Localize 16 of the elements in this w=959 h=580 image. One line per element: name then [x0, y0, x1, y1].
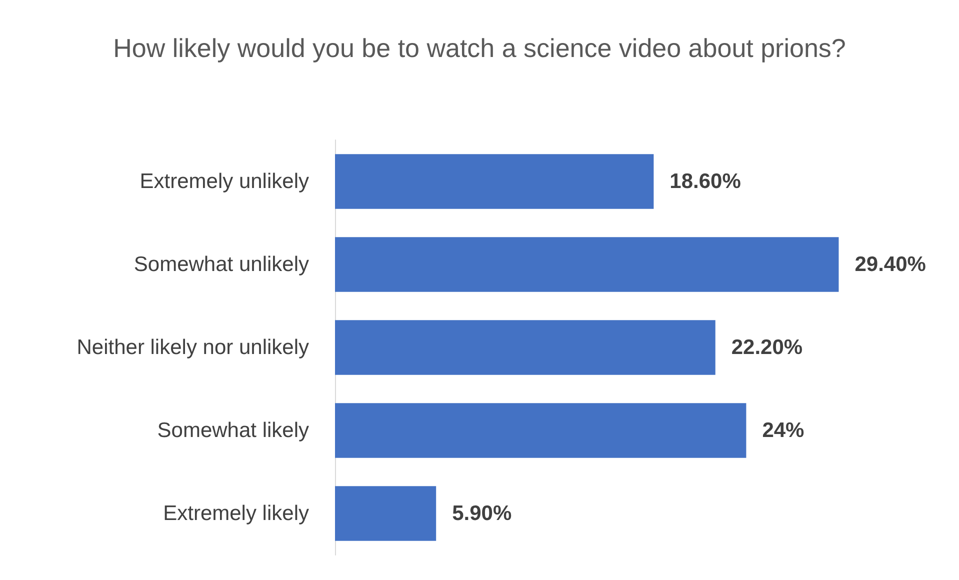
data-label: 18.60% — [670, 170, 742, 193]
y-tick-label: Extremely likely — [163, 502, 310, 525]
bar — [335, 486, 436, 541]
bar — [335, 237, 839, 292]
y-tick-label: Extremely unlikely — [140, 170, 310, 193]
y-tick-label: Somewhat unlikely — [134, 253, 310, 276]
data-label: 22.20% — [731, 336, 803, 359]
data-label: 29.40% — [854, 253, 926, 276]
bar — [335, 403, 746, 458]
y-tick-label: Somewhat likely — [157, 419, 310, 442]
bar — [335, 154, 654, 209]
data-label: 24% — [762, 419, 805, 442]
data-label: 5.90% — [452, 502, 512, 525]
bar — [335, 320, 716, 375]
y-tick-label: Neither likely nor unlikely — [76, 336, 310, 359]
chart-title: How likely would you be to watch a science video about prions? — [113, 33, 846, 63]
